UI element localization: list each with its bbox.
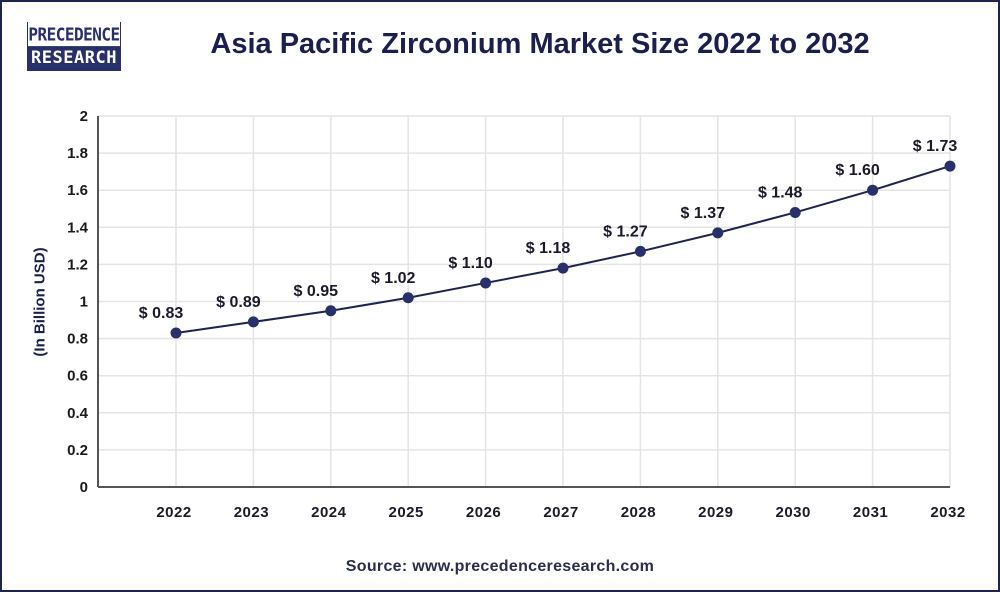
- y-tick-label: 1: [80, 294, 88, 311]
- logo-line-2: RESEARCH: [28, 45, 120, 70]
- gridlines: [98, 115, 951, 487]
- data-point-marker: [634, 245, 646, 257]
- data-point-marker: [170, 327, 182, 339]
- data-labels: $ 0.83 $ 0.89 $ 0.95 $ 1.02 $ 1.10 $ 1.18 $ 1.…: [139, 138, 958, 322]
- data-value-label: $ 0.83: [139, 305, 184, 322]
- logo-line-1: PRECEDENCE: [28, 21, 120, 47]
- y-tick-label: 0.6: [67, 368, 88, 385]
- data-series: [170, 160, 956, 339]
- data-point-marker: [867, 184, 879, 196]
- y-tick-label: 0: [80, 479, 88, 496]
- data-value-label: $ 0.89: [216, 294, 261, 311]
- x-tick-label: 2032: [930, 504, 965, 521]
- x-tick-label: 2027: [543, 504, 578, 521]
- data-value-label: $ 1.48: [758, 184, 803, 201]
- y-tick-label: 1.4: [67, 219, 89, 236]
- x-tick-label: 2024: [311, 504, 347, 521]
- axes: [97, 116, 950, 488]
- x-tick-label: 2026: [466, 504, 501, 521]
- data-value-label: $ 0.95: [294, 283, 339, 300]
- y-tick-label: 1.6: [67, 182, 88, 199]
- x-tick-label: 2023: [234, 504, 269, 521]
- data-point-marker: [325, 305, 337, 317]
- data-point-marker: [247, 316, 259, 328]
- y-axis-ticks: 0 0.2 0.4 0.6 0.8 1 1.2 1.4 1.6 1.8 2: [67, 108, 89, 496]
- data-point-marker: [789, 206, 801, 218]
- y-tick-label: 2: [80, 108, 88, 125]
- data-point-marker: [402, 292, 414, 304]
- data-point-marker: [944, 160, 956, 172]
- x-tick-label: 2029: [698, 504, 733, 521]
- x-tick-label: 2031: [853, 504, 888, 521]
- data-value-label: $ 1.27: [603, 223, 648, 240]
- data-value-label: $ 1.60: [835, 162, 880, 179]
- x-tick-label: 2022: [156, 504, 191, 521]
- x-tick-label: 2028: [621, 504, 656, 521]
- data-point-marker: [480, 277, 492, 289]
- data-value-label: $ 1.73: [913, 138, 958, 155]
- y-tick-label: 1.2: [67, 256, 88, 273]
- data-value-label: $ 1.18: [526, 240, 571, 257]
- x-tick-label: 2025: [389, 504, 424, 521]
- chart-title: Asia Pacific Zirconium Market Size 2022 …: [210, 28, 870, 60]
- data-value-label: $ 1.10: [448, 255, 493, 272]
- data-value-label: $ 1.37: [681, 205, 726, 222]
- y-tick-label: 0.4: [67, 405, 89, 422]
- source-caption: Source: www.precedenceresearch.com: [345, 558, 655, 575]
- precedence-research-logo: PRECEDENCE RESEARCH: [27, 21, 121, 71]
- data-point-marker: [557, 262, 569, 274]
- x-axis-ticks: 2022 2023 2024 2025 2026 2027 2028 2029 2030 2031…: [156, 504, 965, 521]
- y-tick-label: 0.2: [67, 442, 88, 459]
- data-value-label: $ 1.02: [371, 270, 416, 287]
- y-tick-label: 0.8: [67, 331, 88, 348]
- y-tick-label: 1.8: [67, 145, 88, 162]
- data-point-marker: [712, 227, 724, 239]
- x-tick-label: 2030: [776, 504, 811, 521]
